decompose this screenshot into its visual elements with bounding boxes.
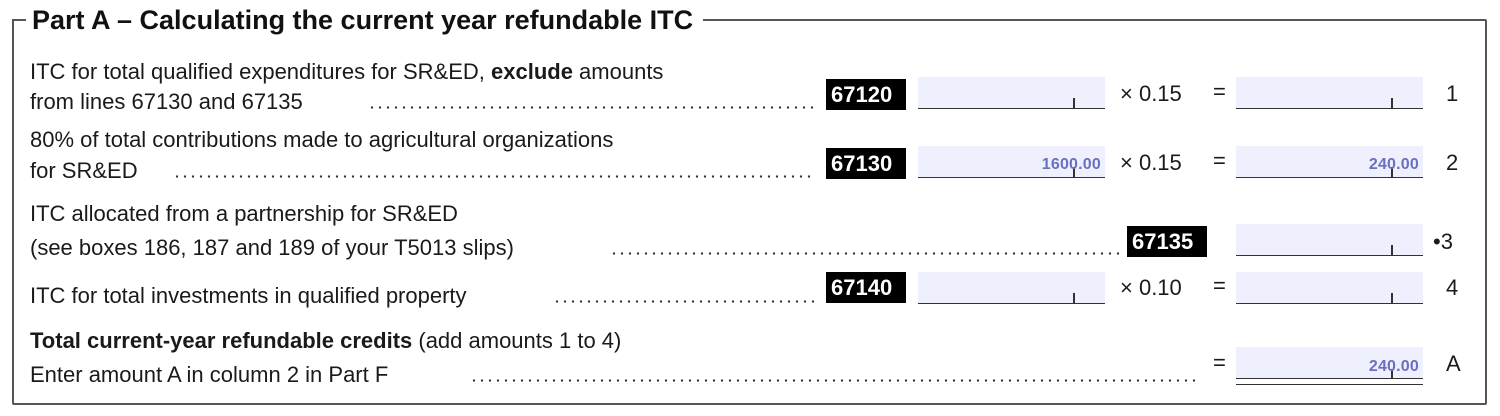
decimal-tick: [1391, 98, 1393, 108]
row1-label-bold: exclude: [491, 59, 573, 84]
total-label-bold: Total current-year refundable credits: [30, 328, 413, 353]
row1-label-post: amounts: [572, 59, 664, 84]
section-title: Part A – Calculating the current year re…: [12, 3, 704, 37]
decimal-tick: [1073, 167, 1075, 177]
total-result-value: 240.00: [1368, 358, 1419, 375]
row2-label-line2: for SR&ED: [30, 158, 138, 183]
decimal-tick: [1391, 245, 1393, 255]
section-title-text: Part A – Calculating the current year re…: [32, 5, 694, 35]
row3-line-number: •3: [1433, 229, 1453, 254]
row3-result-field[interactable]: [1236, 224, 1423, 256]
row1-label-pre: ITC for total qualified expenditures for…: [30, 59, 491, 84]
row4-leader-dots: [553, 300, 815, 303]
row4-label: ITC for total investments in qualified p…: [30, 283, 467, 308]
row3-code-box: 67135: [1127, 226, 1207, 257]
total-result-field[interactable]: 240.00: [1236, 347, 1423, 385]
decimal-tick: [1391, 167, 1393, 177]
total-equals: =: [1213, 350, 1226, 375]
row1-amount-input[interactable]: [918, 77, 1105, 109]
row2-amount-input[interactable]: 1600.00: [918, 146, 1105, 178]
row1-leader-dots: [368, 106, 815, 109]
row2-leader-dots: [173, 175, 815, 178]
total-leader-dots: [470, 379, 1197, 382]
row2-line-number: 2: [1446, 150, 1459, 175]
decimal-tick: [1391, 369, 1393, 379]
row1-equals: =: [1213, 79, 1226, 104]
row1-result-field[interactable]: [1236, 77, 1423, 109]
row1-multiplier: × 0.15: [1120, 81, 1182, 106]
row4-code-box: 67140: [826, 272, 906, 303]
row3-leader-dots: [610, 252, 1120, 255]
row2-result-field[interactable]: 240.00: [1236, 146, 1423, 178]
row2-code-box: 67130: [826, 148, 906, 179]
row3-label-line2: (see boxes 186, 187 and 189 of your T501…: [30, 235, 514, 260]
decimal-tick: [1073, 293, 1075, 303]
row4-amount-input[interactable]: [918, 272, 1105, 304]
total-label-line1: Total current-year refundable credits (a…: [30, 328, 621, 354]
row3-label-line1: ITC allocated from a partnership for SR&…: [30, 201, 458, 226]
row1-label-line1: ITC for total qualified expenditures for…: [30, 59, 663, 85]
row2-label-line1: 80% of total contributions made to agric…: [30, 127, 614, 152]
total-label-rest: (add amounts 1 to 4): [412, 328, 622, 353]
row4-multiplier: × 0.10: [1120, 275, 1182, 300]
row2-amount-value: 1600.00: [1041, 156, 1101, 173]
row1-label-line2: from lines 67130 and 67135: [30, 89, 303, 114]
row2-multiplier: × 0.15: [1120, 150, 1182, 175]
row2-result-value: 240.00: [1368, 156, 1419, 173]
decimal-tick: [1391, 293, 1393, 303]
total-label-line2: Enter amount A in column 2 in Part F: [30, 362, 389, 387]
row4-result-field[interactable]: [1236, 272, 1423, 304]
legend-rule: [12, 19, 26, 21]
row1-code-box: 67120: [826, 79, 906, 110]
part-a-frame: [12, 19, 1487, 405]
decimal-tick: [1073, 98, 1075, 108]
total-line-letter: A: [1446, 351, 1461, 376]
row4-equals: =: [1213, 273, 1226, 298]
row2-equals: =: [1213, 148, 1226, 173]
row1-line-number: 1: [1446, 81, 1459, 106]
row4-line-number: 4: [1446, 275, 1459, 300]
